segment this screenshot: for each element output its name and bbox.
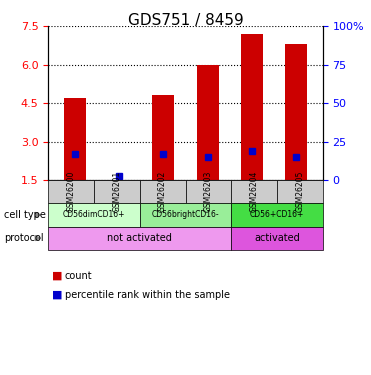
Bar: [241, 34, 263, 180]
Text: CD56+CD16+: CD56+CD16+: [250, 210, 304, 219]
Text: GDS751 / 8459: GDS751 / 8459: [128, 13, 243, 28]
Text: count: count: [65, 271, 92, 281]
Text: cell type: cell type: [4, 210, 46, 220]
Text: CD56brightCD16-: CD56brightCD16-: [152, 210, 219, 219]
Text: CD56dimCD16+: CD56dimCD16+: [63, 210, 125, 219]
Text: percentile rank within the sample: percentile rank within the sample: [65, 290, 230, 300]
Text: GSM26200: GSM26200: [67, 171, 76, 212]
Text: activated: activated: [254, 233, 300, 243]
Text: GSM26204: GSM26204: [250, 171, 259, 212]
Text: ■: ■: [52, 271, 62, 281]
Text: GSM26205: GSM26205: [295, 171, 304, 212]
Text: GSM26201: GSM26201: [112, 171, 121, 212]
Text: GSM26203: GSM26203: [204, 171, 213, 212]
Text: protocol: protocol: [4, 233, 43, 243]
Bar: [64, 98, 86, 180]
Text: GSM26202: GSM26202: [158, 171, 167, 212]
Text: ■: ■: [52, 290, 62, 300]
Bar: [285, 44, 307, 180]
Bar: [197, 64, 219, 180]
Bar: [152, 96, 174, 180]
Text: not activated: not activated: [107, 233, 172, 243]
